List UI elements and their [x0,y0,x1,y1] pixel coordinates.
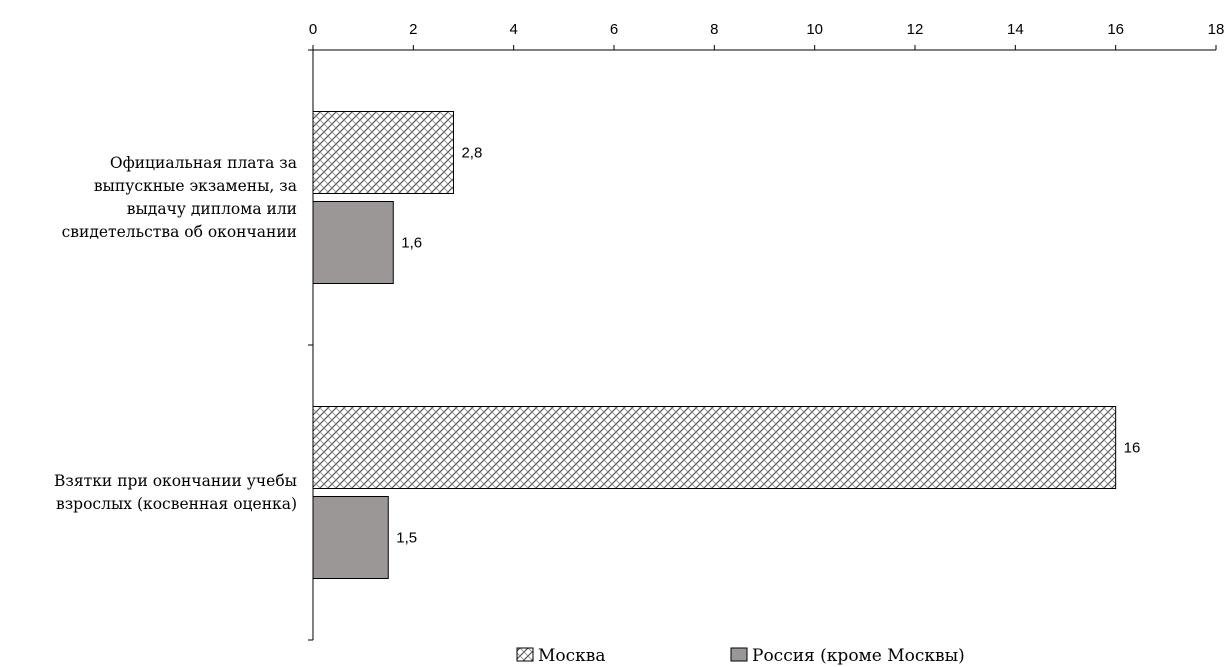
data-label: 16 [1124,440,1141,457]
x-tick-label: 2 [409,21,417,38]
x-tick-label: 4 [509,21,517,38]
legend-label-moscow: Москва [538,646,606,666]
bar-moscow-0 [312,111,454,194]
bar-russia-1 [312,496,389,579]
category-label: Официальная плата за выпускные экзамены, … [62,154,297,241]
legend-swatch-moscow [516,647,534,662]
legend-label-russia: Россия (кроме Москвы) [752,646,965,666]
bar-moscow-1 [312,406,1117,489]
legend: Москва Россия (кроме Москвы) [516,646,965,666]
bars [312,111,1117,579]
x-tick-label: 6 [610,21,618,38]
legend-swatch-russia [730,647,748,662]
x-tick-label: 16 [1107,21,1124,38]
x-tick-label: 10 [806,21,823,38]
data-label: 1,5 [396,530,417,547]
data-label: 2,8 [461,145,482,162]
data-label: 1,6 [401,235,422,252]
category-label: Взятки при окончании учебы взрослых (косв… [54,472,297,513]
x-tick-label: 8 [710,21,718,38]
x-tick-label: 18 [1208,21,1225,38]
x-tick-label: 0 [309,21,317,38]
bar-russia-0 [312,201,394,284]
x-tick-label: 12 [907,21,924,38]
x-tick-label: 14 [1007,21,1024,38]
labels: 0 2 4 6 8 10 12 14 16 18 2,8 1,6 Официальная плата з… [54,21,1224,547]
